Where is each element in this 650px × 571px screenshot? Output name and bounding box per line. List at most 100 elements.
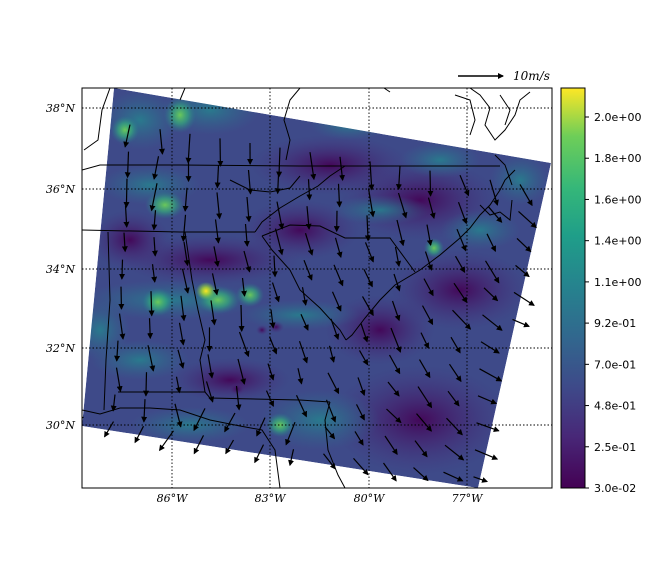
wind-arrow [288,449,295,467]
wind-arrow [225,439,235,455]
quiver-key: 10m/s [458,69,550,83]
lon-label-83: 83°W [255,492,287,505]
wind-arrow [421,305,434,326]
wind-arrow [512,318,530,328]
wind-arrow [452,309,472,330]
wind-arrow [339,156,346,182]
colorbar-tick-label: 4.8e-01 [594,400,636,413]
wind-arrow [123,205,130,228]
wind-arrow [247,169,254,195]
wind-arrow [268,336,278,355]
wind-arrow [328,345,336,363]
colorbar-tick-label: 2.0e+00 [594,111,641,124]
wind-arrow [123,178,130,209]
wind-arrow [414,440,428,458]
wind-arrow [482,314,503,331]
wind-arrow [115,367,123,393]
wind-arrow [118,313,126,340]
wind-arrow [104,421,115,438]
wind-arrow [368,161,375,191]
wind-arrow [276,201,285,230]
wind-arrow [297,368,304,385]
wind-arrow [426,224,433,247]
wind-arrow [159,430,174,452]
lat-label-32: 32°N [46,342,75,355]
wind-arrow [306,179,313,201]
wind-arrow [416,413,432,432]
lon-label-77: 77°W [452,492,484,505]
wind-arrow [417,386,433,409]
wind-arrow [516,237,532,253]
wind-arrow [243,250,252,273]
wind-arrow [384,435,398,456]
colorbar-ticks: 2.0e+00 1.8e+00 1.6e+00 1.4e+00 1.1e+00 9.2e-… [585,111,641,495]
wind-arrow [152,156,160,180]
wind-arrow [397,192,408,219]
wind-arrow [391,300,401,322]
wind-arrow [238,304,245,333]
wind-arrow [413,467,429,482]
wind-arrow [355,404,365,421]
wind-arrow [427,170,434,197]
wind-arrow [235,385,242,411]
wind-arrow [274,228,284,256]
wind-arrow [420,332,429,349]
wind-arrow [450,336,461,354]
wind-arrow [274,174,281,195]
colorbar-tick-label: 3.0e-02 [594,482,636,495]
wind-arrow [449,363,462,383]
wind-arrow [143,372,150,397]
wind-arrow [211,273,219,296]
wind-arrow [224,412,236,433]
wind-arrow [334,237,343,259]
wind-arrow [519,184,533,207]
wind-arrow [210,300,217,326]
wind-arrow [309,152,317,181]
wind-arrow [213,246,220,268]
wind-arrow [446,417,463,436]
wind-arrow [459,174,470,197]
wind-arrow [515,264,530,278]
wind-arrow [367,188,376,218]
wind-arrow [271,255,278,278]
wind-arrow [214,165,221,189]
wind-arrow [325,399,337,423]
wind-arrow [427,197,436,220]
wind-arrow [479,368,503,382]
wind-arrow [323,453,336,470]
wind-arrow [245,196,252,223]
map-frame [81,87,553,489]
wind-arrow [265,390,275,407]
wind-arrow [214,219,221,244]
wind-arrow [513,291,535,306]
wind-arrow [454,255,466,273]
wind-arrow [148,291,155,317]
wind-vectors [82,124,537,483]
colorbar-tick-label: 1.8e+00 [594,152,641,165]
data-swath [82,88,551,488]
wind-arrow [110,394,117,412]
wind-arrow [393,273,401,292]
lon-label-86: 86°W [157,492,189,505]
wind-arrow [185,133,192,164]
wind-arrow [267,363,275,381]
wind-arrow [443,471,464,482]
wind-arrow [241,277,247,297]
wind-arrow [124,151,131,179]
wind-arrow [238,331,250,358]
wind-arrow [480,341,500,354]
wind-arrow [483,287,499,302]
wind-arrow [114,340,121,362]
wind-arrow [456,228,467,252]
wind-arrow [363,269,373,288]
wind-arrow [119,259,126,280]
colorbar-tick-label: 9.2e-01 [594,317,636,330]
wind-arrow [181,268,190,294]
wind-arrow [390,327,402,353]
wind-arrow [453,282,468,304]
wind-arrow [477,395,498,405]
lat-label-38: 38°N [46,102,75,115]
colorbar: 2.0e+00 1.8e+00 1.6e+00 1.4e+00 1.1e+00 9.2e-… [560,87,641,495]
wind-arrow [473,476,489,483]
wind-arrow [158,129,165,155]
